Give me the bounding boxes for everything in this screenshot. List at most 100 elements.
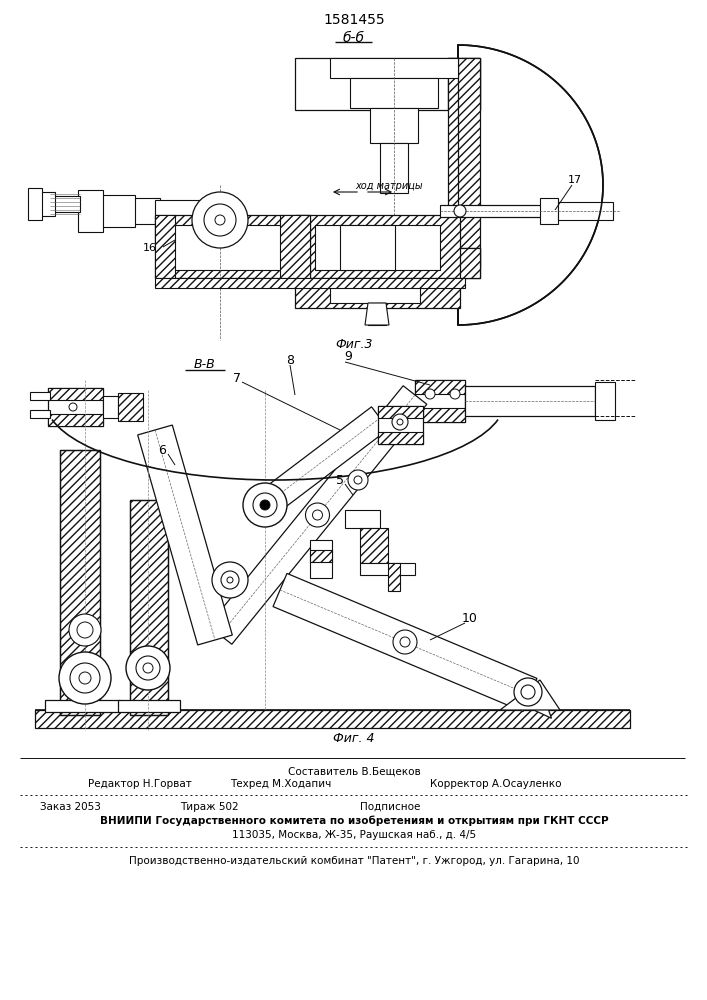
Text: 113035, Москва, Ж-35, Раушская наб., д. 4/5: 113035, Москва, Ж-35, Раушская наб., д. … xyxy=(232,830,476,840)
Circle shape xyxy=(79,672,91,684)
Bar xyxy=(378,432,423,444)
Circle shape xyxy=(77,622,93,638)
Circle shape xyxy=(425,389,435,399)
Polygon shape xyxy=(365,303,389,325)
Circle shape xyxy=(243,483,287,527)
Circle shape xyxy=(312,510,322,520)
Circle shape xyxy=(253,493,277,517)
Circle shape xyxy=(59,652,111,704)
Text: б-б: б-б xyxy=(343,31,365,45)
Polygon shape xyxy=(458,45,603,325)
Bar xyxy=(295,215,460,280)
Text: В-В: В-В xyxy=(194,359,216,371)
Bar xyxy=(558,202,613,220)
Text: 7: 7 xyxy=(233,371,241,384)
Bar xyxy=(60,450,100,715)
Bar xyxy=(448,58,480,268)
Circle shape xyxy=(221,571,239,589)
Bar xyxy=(360,563,415,575)
Text: 8: 8 xyxy=(286,354,294,366)
Circle shape xyxy=(354,476,362,484)
Circle shape xyxy=(348,470,368,490)
Bar xyxy=(280,215,310,278)
Bar xyxy=(60,450,100,715)
Bar xyxy=(130,500,168,715)
Bar xyxy=(35,710,630,728)
Bar xyxy=(130,198,160,224)
Circle shape xyxy=(397,419,403,425)
Bar xyxy=(330,278,420,303)
Circle shape xyxy=(70,663,100,693)
Circle shape xyxy=(126,646,170,690)
Text: 17: 17 xyxy=(568,175,582,185)
Polygon shape xyxy=(138,425,233,645)
Text: Фиг. 4: Фиг. 4 xyxy=(333,732,375,744)
Circle shape xyxy=(69,614,101,646)
Text: 10: 10 xyxy=(462,611,478,624)
Bar xyxy=(28,188,42,220)
Text: ВНИИПИ Государственного комитета по изобретениям и открытиям при ГКНТ СССР: ВНИИПИ Государственного комитета по изоб… xyxy=(100,816,608,826)
Text: 9: 9 xyxy=(344,350,352,362)
Text: 16: 16 xyxy=(143,243,157,253)
Bar xyxy=(415,380,465,422)
Circle shape xyxy=(305,503,329,527)
Bar xyxy=(448,58,480,110)
Text: Производственно-издательский комбинат "Патент", г. Ужгород, ул. Гагарина, 10: Производственно-издательский комбинат "П… xyxy=(129,856,579,866)
Circle shape xyxy=(400,637,410,647)
Bar xyxy=(415,408,465,422)
Bar xyxy=(440,205,560,217)
Circle shape xyxy=(454,205,466,217)
Circle shape xyxy=(69,403,77,411)
Bar xyxy=(310,550,332,562)
Bar xyxy=(295,278,460,308)
Bar xyxy=(595,382,615,420)
Bar xyxy=(378,406,423,418)
Text: 5: 5 xyxy=(336,474,344,487)
Polygon shape xyxy=(273,573,537,712)
Polygon shape xyxy=(257,407,388,516)
Bar xyxy=(155,200,215,240)
Bar xyxy=(48,414,103,426)
Circle shape xyxy=(450,389,460,399)
Circle shape xyxy=(227,577,233,583)
Polygon shape xyxy=(208,386,427,644)
Text: 1581455: 1581455 xyxy=(323,13,385,27)
Bar xyxy=(330,58,458,78)
Text: Техред М.Ходапич: Техред М.Ходапич xyxy=(230,779,332,789)
Bar xyxy=(380,143,408,193)
Bar xyxy=(360,528,388,563)
Bar xyxy=(295,248,480,278)
Text: ход матрицы: ход матрицы xyxy=(355,181,423,191)
Bar xyxy=(118,700,180,712)
Bar xyxy=(155,202,220,220)
Circle shape xyxy=(521,685,535,699)
Bar xyxy=(315,225,440,270)
Bar xyxy=(448,248,480,278)
Bar xyxy=(340,225,395,270)
Bar xyxy=(540,198,558,224)
Bar xyxy=(388,563,400,591)
Text: Фиг.3: Фиг.3 xyxy=(335,338,373,352)
Bar xyxy=(50,196,80,212)
Bar xyxy=(155,278,465,288)
Text: Составитель В.Бещеков: Составитель В.Бещеков xyxy=(288,767,421,777)
Circle shape xyxy=(215,215,225,225)
Bar xyxy=(118,393,143,421)
Bar xyxy=(40,192,55,216)
Text: Редактор Н.Горват: Редактор Н.Горват xyxy=(88,779,192,789)
Bar xyxy=(155,215,310,278)
Circle shape xyxy=(260,500,270,510)
Bar xyxy=(370,108,418,143)
Bar xyxy=(465,386,595,416)
Text: Тираж 502: Тираж 502 xyxy=(180,802,239,812)
Bar xyxy=(48,388,103,400)
Circle shape xyxy=(192,192,248,248)
Circle shape xyxy=(143,663,153,673)
Bar xyxy=(415,380,465,394)
Circle shape xyxy=(392,414,408,430)
Circle shape xyxy=(212,562,248,598)
Bar xyxy=(45,700,120,712)
Bar xyxy=(48,388,103,426)
Bar xyxy=(350,78,438,108)
Bar xyxy=(30,410,50,418)
